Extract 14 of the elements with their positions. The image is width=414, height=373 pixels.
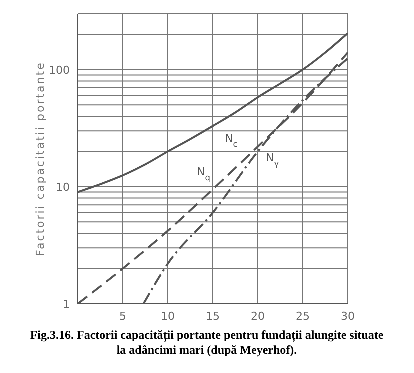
x-tick-label: 25 bbox=[296, 310, 310, 323]
y-axis-title: Factorii capacitatii portante bbox=[34, 62, 47, 256]
x-tick-label: 10 bbox=[161, 310, 175, 323]
y-tick-label: 10 bbox=[56, 180, 70, 194]
series-label: N$_{γ}$ bbox=[266, 152, 280, 169]
x-tick-label: 15 bbox=[206, 310, 220, 323]
series-label: N$_{c}$ bbox=[225, 132, 238, 150]
y-tick-label: 100 bbox=[49, 64, 70, 77]
x-tick-label: 20 bbox=[251, 310, 265, 323]
x-tick-label: 30 bbox=[341, 310, 355, 323]
caption: Fig.3.16. Factorii capacității portante pentru fundații alungite situate la adâncimi mari (după Meyerhof). bbox=[29, 327, 385, 359]
x-tick-label: 5 bbox=[120, 310, 126, 323]
y-tick-label: 1 bbox=[63, 298, 70, 311]
series-label: N$_{q}$ bbox=[197, 166, 210, 183]
